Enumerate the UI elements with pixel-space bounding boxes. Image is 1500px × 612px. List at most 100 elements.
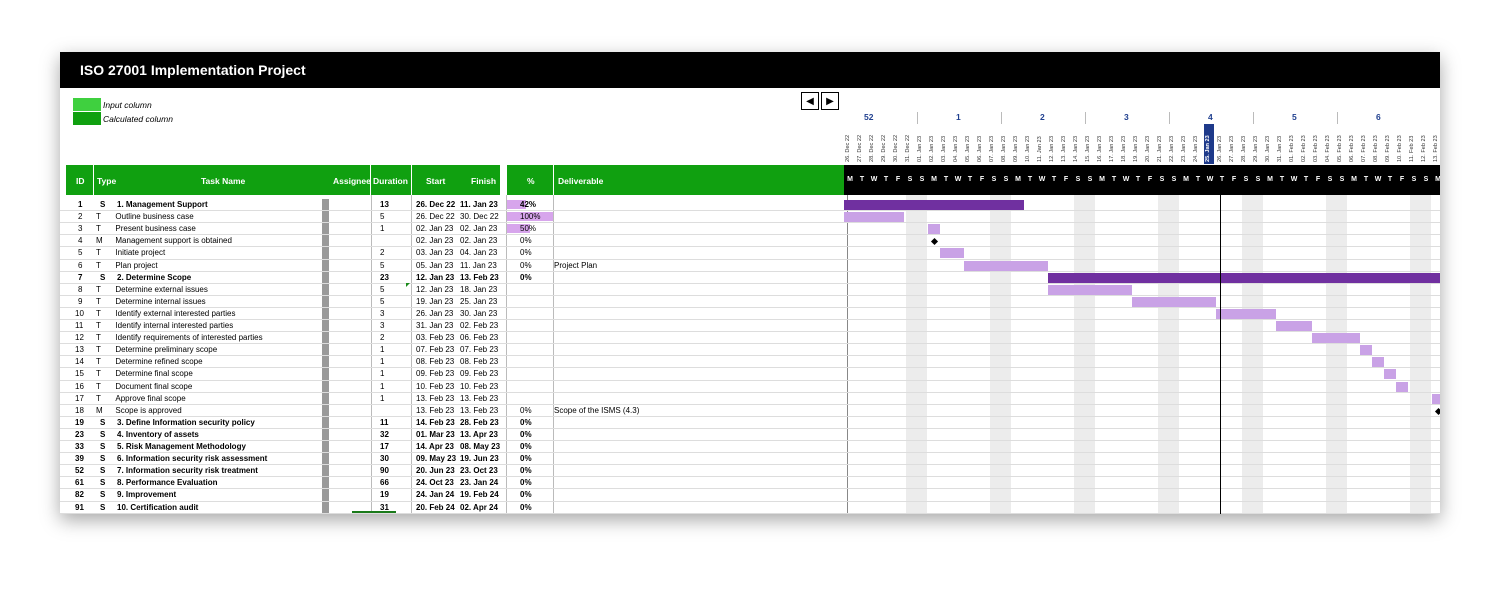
date-label: 18. Jan 23	[1121, 135, 1127, 162]
task-type: S	[100, 466, 106, 476]
task-bar[interactable]	[1276, 321, 1312, 331]
task-bar[interactable]	[1312, 333, 1360, 344]
row-gridline	[60, 452, 1440, 454]
task-id: 1	[78, 200, 83, 209]
task-type: T	[96, 357, 101, 367]
date-label: 27. Jan 23	[1229, 135, 1235, 162]
date-label: 08. Jan 23	[1001, 135, 1007, 162]
date-label: 30. Jan 23	[1265, 135, 1271, 162]
table-row[interactable]: 52 S 7. Information security risk treatmen…	[60, 465, 844, 477]
table-row[interactable]: 17 T Approve final scope 1 13. Feb 23 13. Feb…	[60, 393, 844, 405]
legend-input-swatch	[73, 98, 101, 111]
table-row[interactable]: 61 S 8. Performance Evaluation 66 24. Oct 23…	[60, 477, 844, 489]
table-row[interactable]: 91 S 10. Certification audit 31 20. Feb 24 02…	[60, 502, 844, 514]
table-row[interactable]: 5 T Initiate project 2 03. Jan 23 04. Jan 23 0…	[60, 247, 844, 259]
date-label: 20. Jan 23	[1145, 135, 1151, 162]
date-label: 24. Jan 23	[1193, 135, 1199, 162]
task-type: T	[96, 224, 101, 234]
date-cell: 01. Feb 23	[1288, 124, 1298, 164]
date-label: 08. Feb 23	[1373, 135, 1379, 162]
table-row[interactable]: 23 S 4. Inventory of assets 32 01. Mar 23 13.…	[60, 429, 844, 441]
task-bar[interactable]	[940, 248, 964, 259]
task-type: S	[100, 272, 106, 282]
table-row[interactable]: 10 T Identify external interested parties 3…	[60, 308, 844, 320]
task-duration: 1	[380, 381, 385, 391]
task-duration: 2	[380, 333, 385, 343]
table-row[interactable]: 6 T Plan project 5 05. Jan 23 11. Jan 23 0% Pro…	[60, 260, 844, 272]
task-bar[interactable]	[1048, 284, 1132, 295]
date-label: 01. Jan 23	[917, 135, 923, 162]
row-gridline	[60, 464, 1440, 466]
task-bar[interactable]	[1360, 345, 1372, 356]
task-bar[interactable]	[1396, 381, 1408, 392]
task-bar[interactable]	[1216, 308, 1276, 319]
table-row[interactable]: 9 T Determine internal issues 5 19. Jan 23 25…	[60, 296, 844, 308]
table-row[interactable]: 19 S 3. Define Information security policy…	[60, 417, 844, 429]
table-row[interactable]: 13 T Determine preliminary scope 1 07. Feb 2…	[60, 344, 844, 356]
title-bar: ISO 27001 Implementation Project	[60, 52, 1440, 88]
table-row[interactable]: 39 S 6. Information security risk assessme…	[60, 453, 844, 465]
task-bar[interactable]	[964, 260, 1048, 271]
day-letter: T	[967, 176, 973, 183]
date-label: 03. Jan 23	[941, 135, 947, 162]
date-cell: 02. Feb 23	[1300, 124, 1310, 164]
task-start: 09. Feb 23	[416, 369, 455, 379]
table-row[interactable]: 33 S 5. Risk Management Methodology 17 14. A…	[60, 441, 844, 453]
task-type: S	[100, 454, 106, 464]
table-row[interactable]: 4 M Management support is obtained 02. Jan …	[60, 235, 844, 247]
task-bar[interactable]	[1432, 393, 1440, 404]
assignee-scrollbar[interactable]	[322, 199, 329, 514]
summary-bar[interactable]	[1048, 272, 1440, 283]
summary-bar[interactable]	[844, 200, 1024, 210]
task-name: 6. Information security risk assessment	[117, 454, 268, 464]
percent-complete-bar	[507, 224, 530, 234]
day-letter: T	[1111, 176, 1117, 183]
table-row[interactable]: 16 T Document final scope 1 10. Feb 23 10. Fe…	[60, 381, 844, 393]
milestone-diamond-icon[interactable]	[930, 238, 939, 246]
date-label: 14. Jan 23	[1073, 135, 1079, 162]
date-label: 16. Jan 23	[1097, 135, 1103, 162]
week-separator	[1253, 112, 1254, 124]
table-row[interactable]: 82 S 9. Improvement 19 24. Jan 24 19. Feb 24 0…	[60, 489, 844, 501]
task-name: 1. Management Support	[117, 200, 208, 209]
task-bar[interactable]	[1132, 296, 1216, 307]
date-label: 30. Dec 22	[893, 134, 899, 162]
day-letter: S	[1339, 176, 1345, 183]
task-bar[interactable]	[1384, 369, 1396, 380]
table-row[interactable]: 15 T Determine final scope 1 09. Feb 23 09. F…	[60, 368, 844, 380]
table-row[interactable]: 7 S 2. Determine Scope 23 12. Jan 23 13. Feb …	[60, 272, 844, 284]
task-bar[interactable]	[844, 212, 904, 223]
day-letter: W	[1038, 176, 1046, 183]
table-row[interactable]: 14 T Determine refined scope 1 08. Feb 23 08.…	[60, 356, 844, 368]
row-gridline	[60, 391, 1440, 393]
table-row[interactable]: 3 T Present business case 1 02. Jan 23 02. Ja…	[60, 223, 844, 235]
col-header-finish: Finish	[471, 176, 497, 186]
task-bar[interactable]	[928, 224, 940, 235]
task-duration: 19	[380, 490, 389, 500]
task-start: 19. Jan 23	[416, 296, 454, 306]
date-cell: 09. Jan 23	[1012, 124, 1022, 164]
task-start: 08. Feb 23	[416, 357, 455, 367]
table-row[interactable]: 8 T Determine external issues 5 12. Jan 23 18…	[60, 284, 844, 296]
task-bar[interactable]	[1372, 357, 1384, 368]
scroll-right-button[interactable]: ▶	[821, 92, 839, 110]
scroll-left-button[interactable]: ◀	[801, 92, 819, 110]
table-row[interactable]: 18 M Scope is approved 13. Feb 23 13. Feb 23…	[60, 405, 844, 417]
task-start: 07. Feb 23	[416, 345, 455, 355]
task-start: 20. Feb 24	[416, 502, 455, 512]
row-gridline	[60, 222, 1440, 224]
table-row[interactable]: 11 T Identify internal interested parties 3…	[60, 320, 844, 332]
task-duration: 5	[380, 296, 385, 306]
date-label: 22. Jan 23	[1169, 135, 1175, 162]
table-row[interactable]: 1 S 1. Management Support 13 26. Dec 22 11. J…	[60, 199, 844, 211]
table-row[interactable]: 12 T Identify requirements of interested p…	[60, 332, 844, 344]
task-percent: 100%	[520, 212, 541, 222]
milestone-diamond-icon[interactable]	[1434, 407, 1440, 415]
task-id: 12	[75, 333, 84, 343]
header-days-bg	[844, 165, 1440, 195]
date-cell: 05. Feb 23	[1336, 124, 1346, 164]
date-label: 11. Feb 23	[1409, 135, 1415, 162]
table-row[interactable]: 2 T Outline business case 5 26. Dec 22 30. De…	[60, 211, 844, 223]
date-label: 21. Jan 23	[1157, 135, 1163, 162]
task-finish: 28. Feb 23	[460, 417, 499, 427]
